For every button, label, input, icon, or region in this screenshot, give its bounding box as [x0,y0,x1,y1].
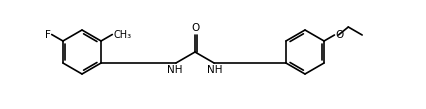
Text: NH: NH [207,65,222,75]
Text: O: O [191,23,200,33]
Text: NH: NH [167,65,182,75]
Text: F: F [45,30,51,39]
Text: CH₃: CH₃ [114,30,132,39]
Text: O: O [335,30,343,40]
